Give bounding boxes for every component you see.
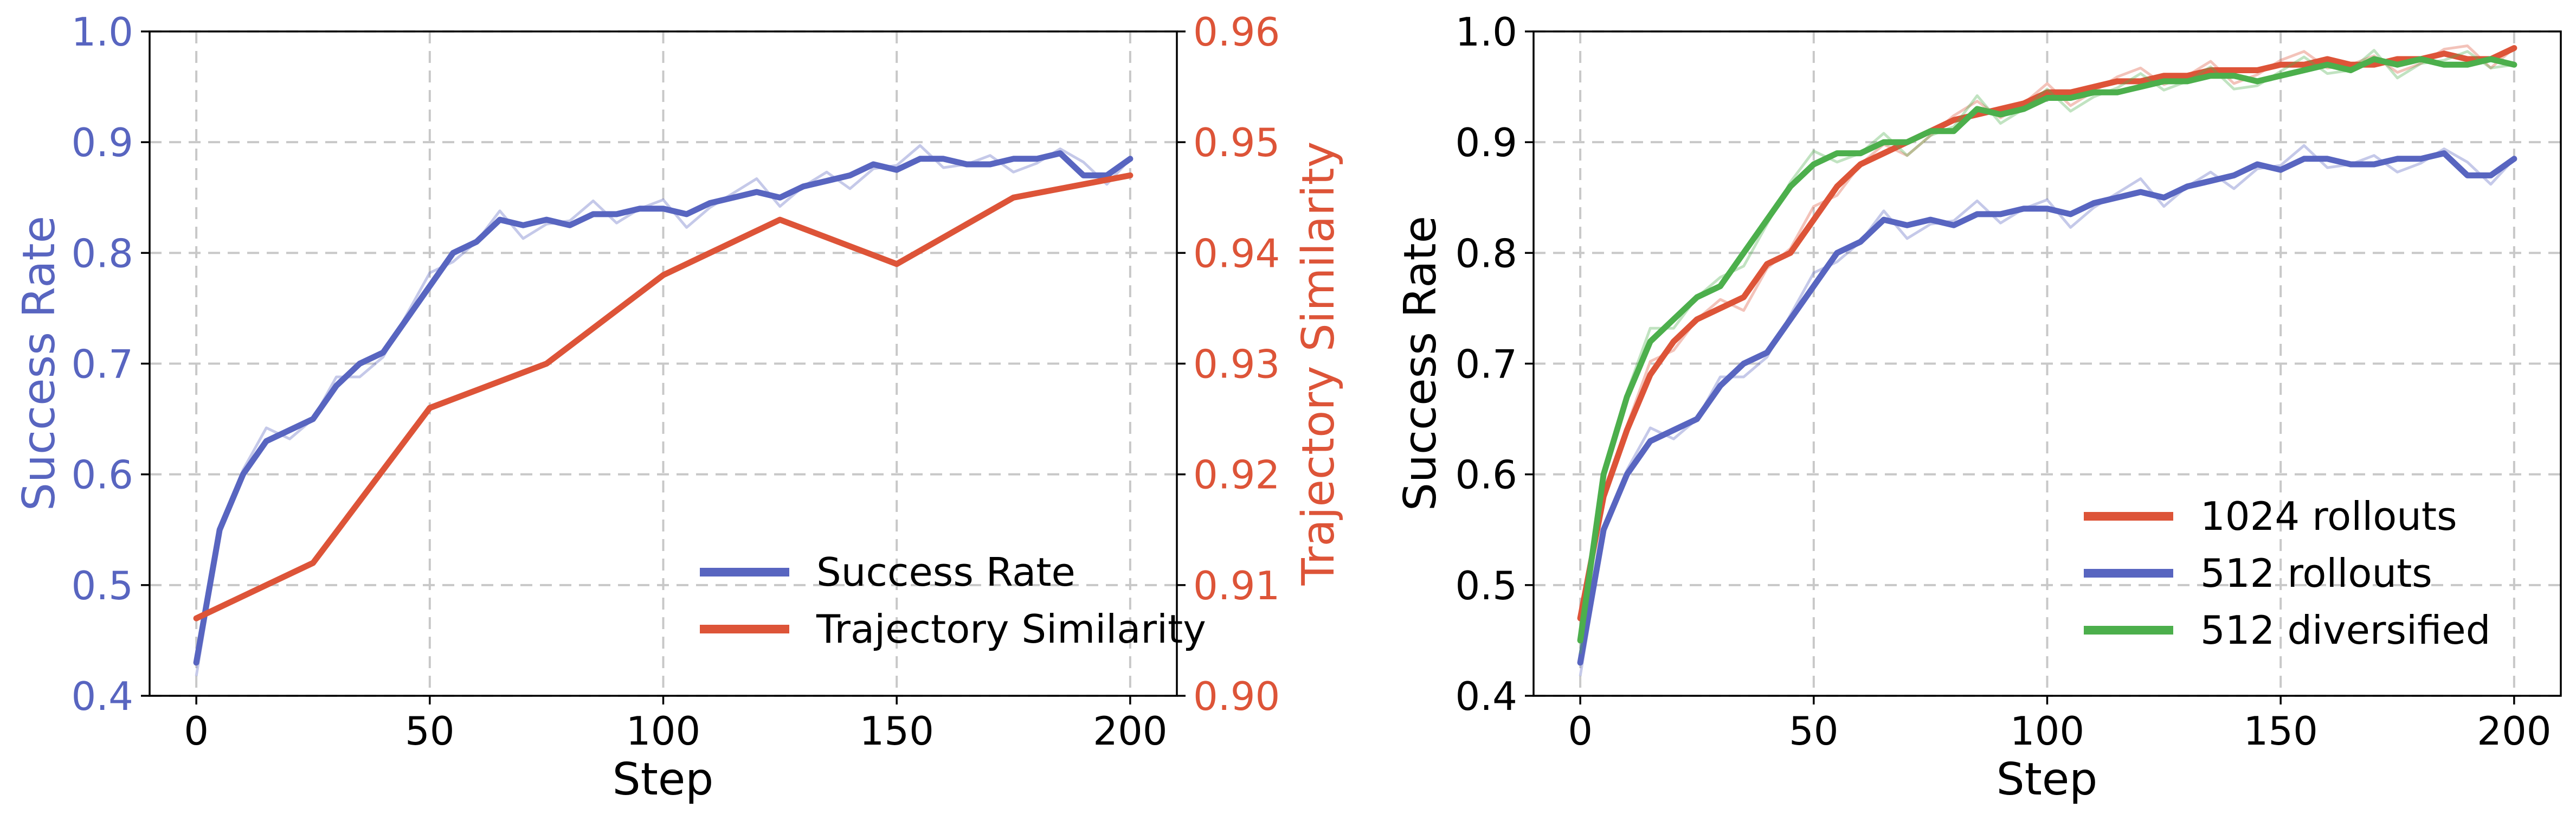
y-tick-label: 0.5 bbox=[1455, 563, 1517, 608]
y-tick-label: 0.7 bbox=[1455, 342, 1517, 387]
y-tick-label: 0.7 bbox=[71, 342, 133, 387]
series-line-512-rollouts bbox=[1577, 150, 2517, 666]
y-tick-label: 1.0 bbox=[71, 9, 133, 55]
legend: 1024 rollouts 512 rollouts 512 diversified bbox=[2084, 494, 2490, 653]
legend-label-512-rollouts: 512 rollouts bbox=[2200, 550, 2432, 596]
x-axis-label: Step bbox=[613, 754, 714, 805]
legend-label-512-diversified: 512 diversified bbox=[2200, 607, 2490, 653]
y2-tick-label: 0.94 bbox=[1193, 230, 1280, 276]
y-tick-label: 0.8 bbox=[1455, 230, 1517, 276]
series-line-success-rate bbox=[193, 150, 1134, 666]
y2-tick-label: 0.91 bbox=[1193, 563, 1280, 608]
y-tick-label: 0.4 bbox=[1455, 674, 1517, 719]
x-tick-label: 0 bbox=[1568, 708, 1593, 754]
x-tick-label: 100 bbox=[626, 708, 700, 754]
y2-tick-label: 0.95 bbox=[1193, 120, 1280, 165]
x-axis-label: Step bbox=[1997, 754, 2098, 805]
y2-tick-label: 0.96 bbox=[1193, 9, 1280, 55]
y-tick-label: 0.6 bbox=[1455, 452, 1517, 498]
chart-right: 0 50 100 150 200 0.4 0.5 0.6 0.7 0.8 0.9 1.0 Step S… bbox=[1395, 9, 2562, 805]
y2-tick-label: 0.90 bbox=[1193, 674, 1280, 719]
x-tick-label: 200 bbox=[1093, 708, 1167, 754]
y-tick-label: 0.5 bbox=[71, 563, 133, 608]
legend-label-trajectory-similarity: Trajectory Similarity bbox=[816, 606, 1206, 652]
x-tick-label: 50 bbox=[405, 708, 455, 754]
x-tick-label: 0 bbox=[184, 708, 209, 754]
y-axis-label: Success Rate bbox=[14, 216, 65, 511]
y-tick-label: 0.4 bbox=[71, 674, 133, 719]
series-line-trajectory-similarity bbox=[193, 172, 1134, 622]
x-tick-label: 50 bbox=[1789, 708, 1839, 754]
y-tick-label: 0.6 bbox=[71, 452, 133, 498]
y-tick-label: 0.9 bbox=[71, 120, 133, 165]
y-tick-label: 0.9 bbox=[1455, 120, 1517, 165]
y-axis-label: Success Rate bbox=[1395, 216, 1446, 511]
x-tick-label: 200 bbox=[2477, 708, 2551, 754]
series-line-512-diversified bbox=[1577, 56, 2517, 644]
y-tick-label: 1.0 bbox=[1455, 9, 1517, 55]
legend: Success Rate Trajectory Similarity bbox=[700, 549, 1206, 652]
y2-axis-label: Trajectory Similarity bbox=[1293, 142, 1344, 586]
legend-label-success-rate: Success Rate bbox=[816, 549, 1076, 595]
y2-tick-label: 0.93 bbox=[1193, 342, 1280, 387]
x-tick-label: 150 bbox=[2243, 708, 2317, 754]
x-tick-label: 150 bbox=[859, 708, 933, 754]
legend-label-1024-rollouts: 1024 rollouts bbox=[2200, 494, 2457, 539]
y2-tick-label: 0.92 bbox=[1193, 452, 1280, 498]
chart-left: 0 50 100 150 200 0.4 0.5 0.6 0.7 0.8 0.9 1.0 0.90 0.9… bbox=[14, 9, 1344, 805]
x-tick-label: 100 bbox=[2010, 708, 2084, 754]
y-tick-label: 0.8 bbox=[71, 230, 133, 276]
